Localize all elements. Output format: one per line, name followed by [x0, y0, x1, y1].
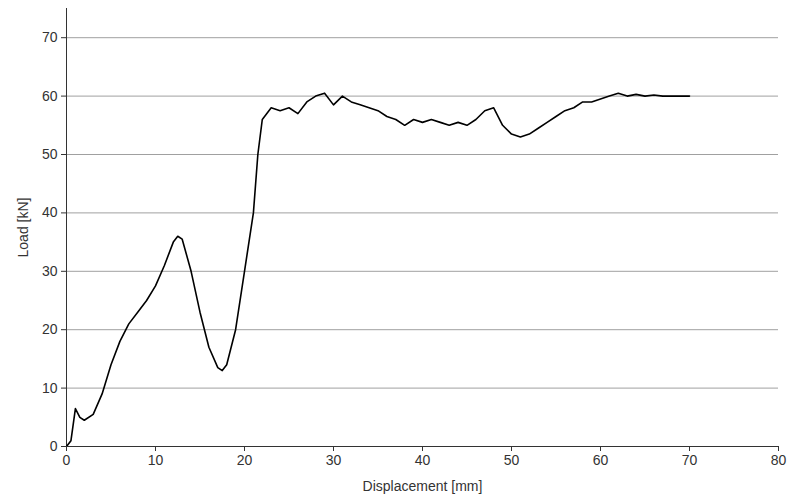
svg-text:30: 30: [326, 452, 342, 468]
svg-text:70: 70: [682, 452, 698, 468]
svg-text:20: 20: [237, 452, 253, 468]
svg-text:50: 50: [42, 146, 58, 162]
svg-text:50: 50: [504, 452, 520, 468]
svg-text:60: 60: [593, 452, 609, 468]
svg-text:Load [kN]: Load [kN]: [15, 198, 31, 258]
svg-text:10: 10: [148, 452, 164, 468]
svg-text:40: 40: [415, 452, 431, 468]
svg-text:10: 10: [42, 380, 58, 396]
svg-text:30: 30: [42, 263, 58, 279]
svg-text:70: 70: [42, 29, 58, 45]
svg-text:60: 60: [42, 88, 58, 104]
svg-text:80: 80: [771, 452, 787, 468]
svg-text:40: 40: [42, 204, 58, 220]
svg-text:20: 20: [42, 321, 58, 337]
svg-text:Displacement [mm]: Displacement [mm]: [363, 478, 483, 494]
svg-text:0: 0: [63, 452, 71, 468]
svg-text:0: 0: [50, 438, 58, 454]
